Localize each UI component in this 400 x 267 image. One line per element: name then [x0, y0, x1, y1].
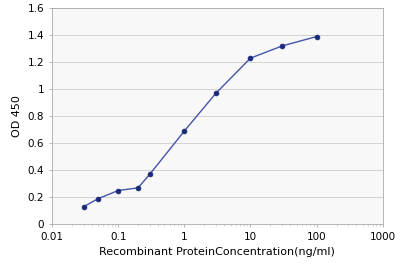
- X-axis label: Recombinant ProteinConcentration(ng/ml): Recombinant ProteinConcentration(ng/ml): [100, 248, 335, 257]
- Y-axis label: OD 450: OD 450: [12, 95, 22, 137]
